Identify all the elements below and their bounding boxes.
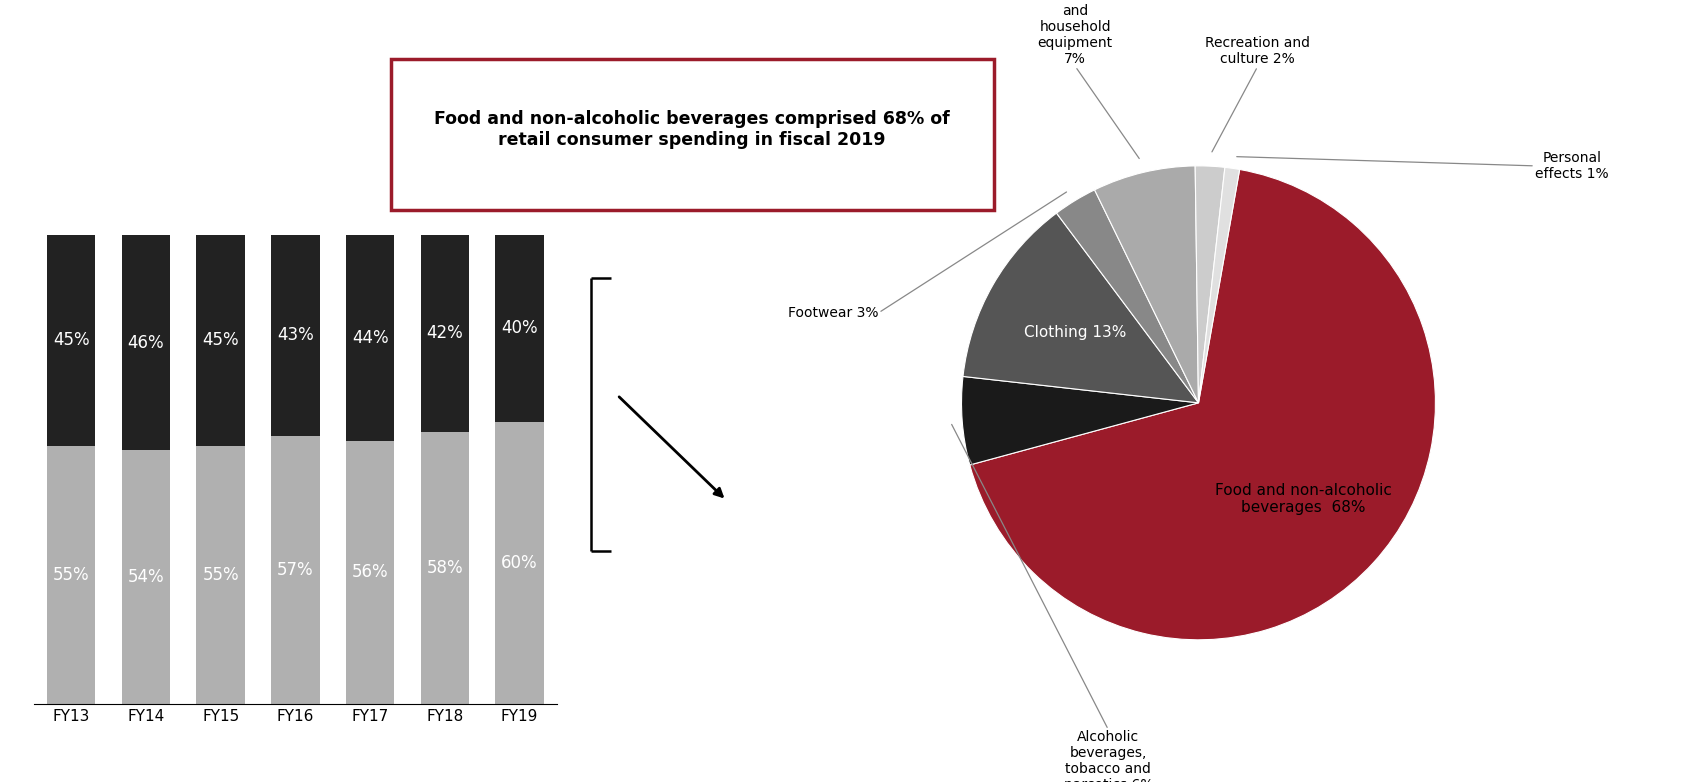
Text: Furniture
and
household
equipment
7%: Furniture and household equipment 7% — [1038, 0, 1112, 66]
Bar — [420, 432, 469, 704]
Bar — [122, 235, 170, 450]
Bar — [495, 235, 544, 422]
Wedge shape — [1094, 166, 1198, 403]
Bar — [420, 235, 469, 432]
Text: 57%: 57% — [277, 561, 314, 579]
Text: 60%: 60% — [501, 554, 538, 572]
Text: 56%: 56% — [351, 563, 388, 582]
Text: 58%: 58% — [427, 558, 463, 577]
Bar — [346, 441, 395, 704]
Bar — [196, 446, 245, 704]
Text: 42%: 42% — [427, 324, 463, 343]
Bar — [47, 446, 96, 704]
Text: Personal
effects 1%: Personal effects 1% — [1534, 151, 1609, 181]
Bar — [346, 235, 395, 441]
Text: Alcoholic
beverages,
tobacco and
narcotics 6%: Alcoholic beverages, tobacco and narcoti… — [1063, 730, 1153, 782]
Bar — [495, 422, 544, 704]
Wedge shape — [1195, 166, 1225, 403]
Wedge shape — [1198, 167, 1239, 403]
Bar — [272, 235, 319, 436]
Bar — [47, 235, 96, 446]
Text: 55%: 55% — [203, 565, 240, 584]
Wedge shape — [1057, 190, 1198, 403]
Text: 55%: 55% — [52, 565, 89, 584]
Text: Recreation and
culture 2%: Recreation and culture 2% — [1205, 36, 1310, 66]
Text: 43%: 43% — [277, 326, 314, 345]
Bar — [122, 450, 170, 704]
Text: Food and non-alcoholic
beverages  68%: Food and non-alcoholic beverages 68% — [1215, 482, 1393, 515]
Bar — [272, 436, 319, 704]
Text: 40%: 40% — [501, 319, 538, 338]
Wedge shape — [962, 376, 1198, 465]
Text: 54%: 54% — [128, 568, 164, 586]
FancyBboxPatch shape — [390, 59, 994, 210]
Text: Clothing 13%: Clothing 13% — [1025, 325, 1126, 339]
Text: Footwear 3%: Footwear 3% — [788, 306, 878, 320]
Wedge shape — [962, 213, 1198, 403]
Text: 45%: 45% — [52, 331, 89, 350]
Bar — [196, 235, 245, 446]
Text: 45%: 45% — [203, 331, 240, 350]
Text: Food and non-alcoholic beverages comprised 68% of
retail consumer spending in fi: Food and non-alcoholic beverages compris… — [434, 110, 950, 149]
Text: 46%: 46% — [128, 333, 164, 352]
Wedge shape — [971, 170, 1435, 640]
Text: 44%: 44% — [351, 328, 388, 347]
